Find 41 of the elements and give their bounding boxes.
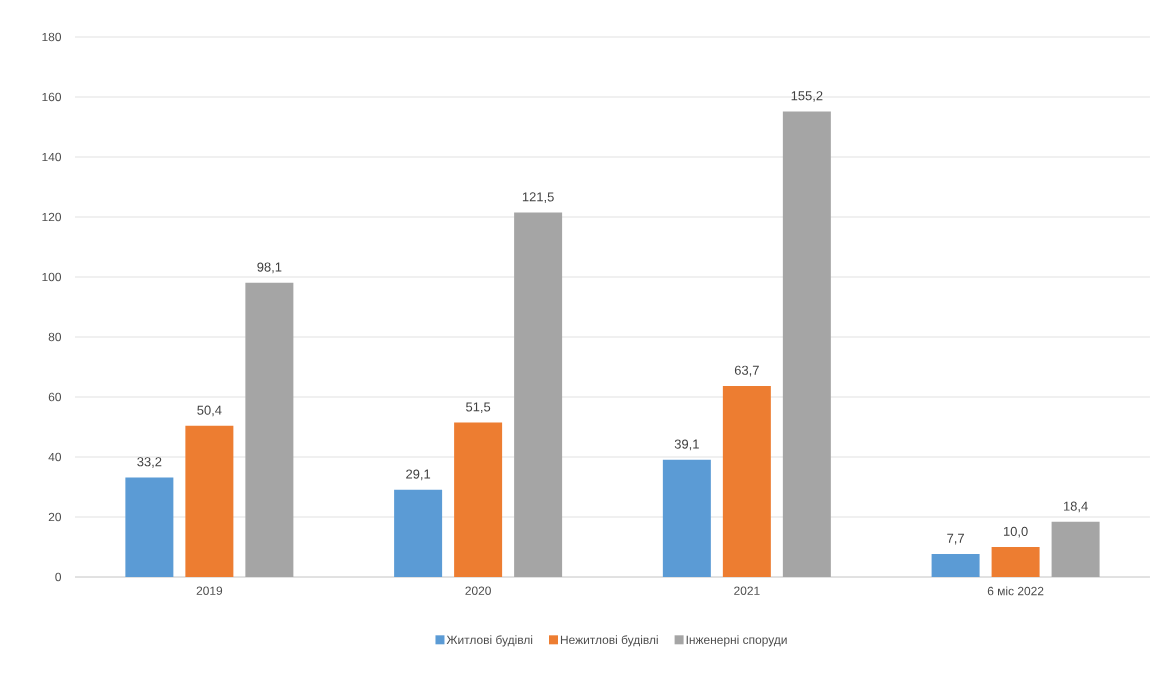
bar [782, 111, 831, 577]
bar [1051, 521, 1100, 577]
data-label: 18,4 [1063, 501, 1088, 513]
data-label: 29,1 [406, 469, 431, 481]
x-tick-label: 2021 [734, 586, 760, 595]
y-tick-label: 180 [42, 32, 62, 42]
data-label: 39,1 [674, 439, 699, 451]
x-tick-label: 6 міс 2022 [987, 586, 1044, 596]
y-tick-label: 60 [48, 392, 62, 402]
data-label: 51,5 [466, 402, 491, 413]
data-label: 121,5 [522, 192, 554, 203]
legend-label: Нежитлові будівлі [560, 635, 658, 647]
bar [394, 489, 443, 577]
bar [662, 459, 711, 577]
data-label: 10,0 [1003, 526, 1028, 538]
y-tick-label: 0 [55, 572, 62, 582]
data-label: 98,1 [257, 262, 282, 274]
bar [185, 425, 234, 577]
bar [454, 422, 503, 577]
bar [514, 212, 563, 577]
y-tick-label: 120 [42, 212, 62, 222]
bar [931, 553, 980, 577]
y-tick-label: 80 [48, 332, 62, 342]
data-label: 7,7 [947, 533, 964, 545]
bar [245, 282, 294, 577]
y-tick-label: 20 [48, 512, 62, 522]
data-label: 33,2 [137, 457, 162, 468]
x-tick-label: 2020 [465, 586, 491, 595]
y-tick-label: 140 [42, 152, 62, 162]
data-label: 50,4 [197, 405, 222, 417]
y-tick-label: 40 [48, 452, 62, 462]
data-label: 63,7 [734, 365, 759, 377]
y-tick-label: 100 [42, 272, 62, 282]
legend-label: Інженерні споруди [686, 635, 787, 647]
legend-label: Житлові будівлі [446, 635, 533, 647]
bar [125, 477, 174, 577]
data-label: 155,2 [791, 91, 823, 102]
y-tick-label: 160 [42, 92, 62, 102]
bar [722, 385, 771, 577]
bar [991, 547, 1040, 577]
x-tick-label: 2019 [196, 586, 223, 595]
